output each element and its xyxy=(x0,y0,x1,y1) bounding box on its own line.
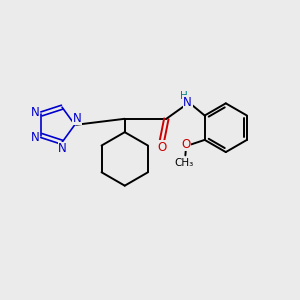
Text: N: N xyxy=(58,142,67,155)
Text: N: N xyxy=(73,112,82,125)
Text: N: N xyxy=(183,96,192,109)
Text: O: O xyxy=(157,140,167,154)
Text: N: N xyxy=(31,106,39,119)
Text: H: H xyxy=(180,91,188,100)
Text: O: O xyxy=(181,138,190,151)
Text: N: N xyxy=(31,130,39,144)
Text: CH₃: CH₃ xyxy=(174,158,194,168)
